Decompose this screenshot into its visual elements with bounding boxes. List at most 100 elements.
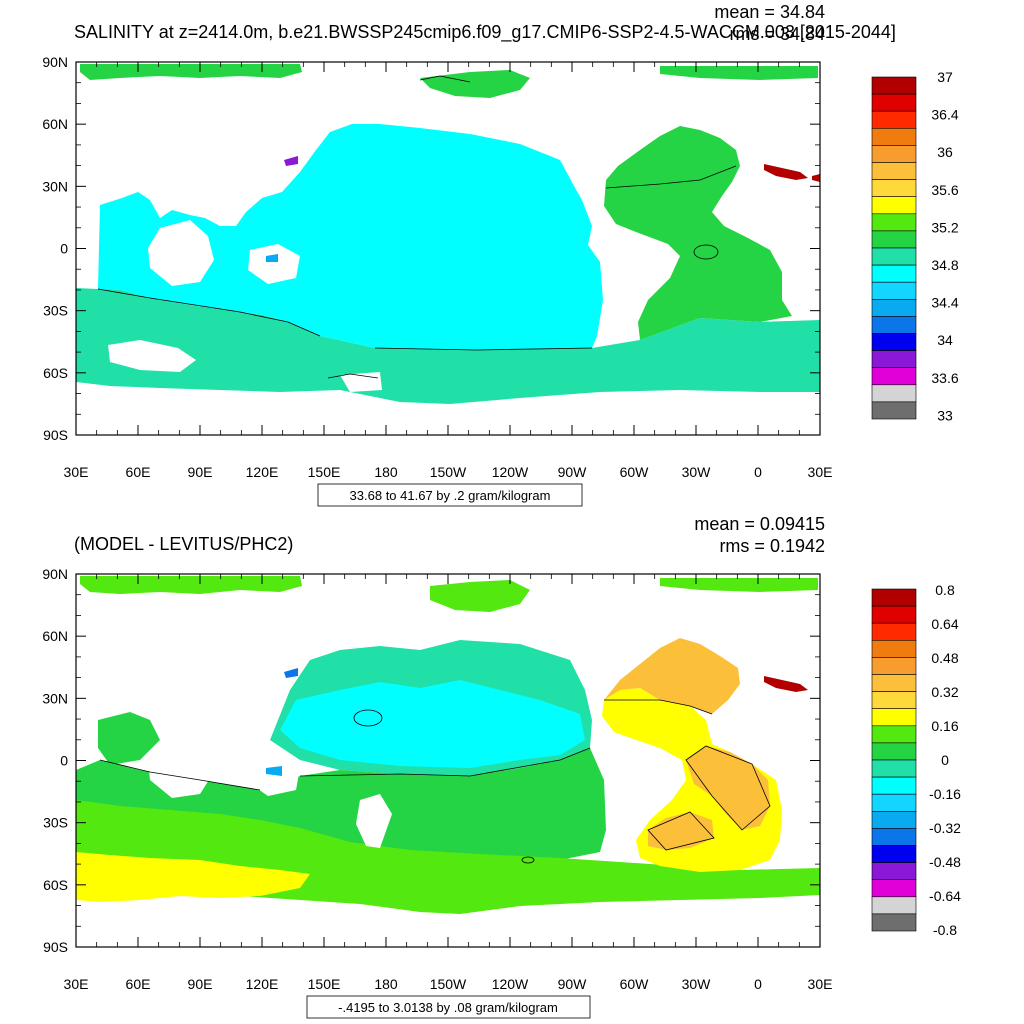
- x-tick-label: 120E: [246, 464, 279, 480]
- x-tick-label: 90E: [188, 976, 213, 992]
- x-tick-label: 180: [374, 464, 398, 480]
- colorbar-label: 34: [937, 332, 953, 348]
- colorbar-swatch: [871, 350, 917, 369]
- x-tick-label: 30W: [682, 976, 712, 992]
- panel1-indo-pacific: [98, 124, 603, 350]
- panel2-indian-ocean: [98, 712, 160, 765]
- panel2-mediterranean: [764, 676, 808, 692]
- colorbar-swatch: [871, 281, 917, 300]
- panel2-title: (MODEL - LEVITUS/PHC2): [74, 534, 293, 554]
- x-tick-label: 0: [754, 976, 762, 992]
- panel-salinity: SALINITY at z=2414.0m, b.e21.BWSSP245cmi…: [42, 2, 959, 507]
- panel2-south-atlantic-high-2: [648, 812, 714, 850]
- panel2-south-atlantic-high: [686, 746, 770, 830]
- colorbar-label: -0.32: [929, 820, 961, 836]
- panel1-rms: rms = 34.84: [729, 24, 825, 44]
- colorbar-swatch: [871, 742, 917, 761]
- y-tick-label: 30S: [43, 303, 68, 319]
- colorbar-label: 0.32: [931, 684, 958, 700]
- panel2-mean: mean = 0.09415: [694, 514, 825, 534]
- x-tick-label: 150E: [308, 976, 341, 992]
- panel1-mean: mean = 34.84: [714, 2, 825, 22]
- colorbar-label: 35.2: [931, 219, 958, 235]
- colorbar-swatch: [871, 179, 917, 198]
- colorbar-swatch: [871, 367, 917, 386]
- colorbar-swatch: [871, 793, 917, 812]
- y-tick-label: 90S: [43, 939, 68, 955]
- x-tick-label: 90W: [558, 464, 588, 480]
- panel2-arctic: [80, 576, 302, 594]
- x-tick-label: 120W: [492, 464, 529, 480]
- x-tick-label: 0: [754, 464, 762, 480]
- colorbar-label: -0.48: [929, 854, 961, 870]
- panel2-contour-info: -.4195 to 3.0138 by .08 gram/kilogram: [338, 1000, 558, 1015]
- colorbar-label: -0.64: [929, 888, 961, 904]
- x-tick-label: 90W: [558, 976, 588, 992]
- panel1-arctic-3: [660, 66, 818, 80]
- y-tick-label: 0: [60, 753, 68, 769]
- colorbar-label: 34.4: [931, 295, 958, 311]
- panel1-japan-sea: [284, 156, 298, 166]
- panel1-map: [76, 62, 820, 435]
- y-tick-label: 60S: [43, 877, 68, 893]
- colorbar-swatch: [871, 213, 917, 232]
- colorbar-label: -0.16: [929, 786, 961, 802]
- colorbar-label: 36: [937, 144, 953, 160]
- colorbar-label: 0.48: [931, 650, 958, 666]
- colorbar-swatch: [871, 691, 917, 709]
- colorbar-swatch: [871, 93, 917, 112]
- panel2-blue-speck-2: [284, 668, 298, 678]
- x-tick-label: 180: [374, 976, 398, 992]
- y-tick-label: 0: [60, 241, 68, 257]
- colorbar-label: 33.6: [931, 370, 958, 386]
- y-tick-label: 60S: [43, 365, 68, 381]
- colorbar-swatch: [871, 845, 917, 863]
- colorbar-swatch: [871, 862, 917, 880]
- colorbar-swatch: [871, 162, 917, 180]
- panel2-north-atlantic: [604, 638, 740, 714]
- x-tick-label: 150W: [430, 464, 467, 480]
- colorbar-swatch: [871, 639, 917, 658]
- x-tick-label: 120W: [492, 976, 529, 992]
- x-tick-label: 120E: [246, 976, 279, 992]
- colorbar-label: 0.16: [931, 718, 958, 734]
- panel2-arctic-3: [660, 578, 818, 592]
- y-tick-label: 90S: [43, 427, 68, 443]
- colorbar-swatch: [871, 674, 917, 692]
- colorbar-swatch: [871, 128, 917, 146]
- panel2-tropical-pacific: [280, 680, 585, 768]
- panel1-mediterranean: [764, 164, 808, 180]
- colorbar-swatch: [871, 622, 917, 641]
- x-tick-label: 30W: [682, 464, 712, 480]
- colorbar-label: 35.6: [931, 182, 958, 198]
- colorbar-swatch: [871, 605, 917, 624]
- panel2-map: [76, 574, 820, 947]
- panel1-title: SALINITY at z=2414.0m, b.e21.BWSSP245cmi…: [74, 22, 896, 43]
- panel1-blue-speck: [266, 254, 278, 262]
- panel1-mediterranean-2: [812, 174, 820, 182]
- panel1-contour-info: 33.68 to 41.67 by .2 gram/kilogram: [350, 488, 551, 503]
- panel2-arctic-2: [430, 580, 530, 612]
- colorbar-label: 33: [937, 407, 953, 423]
- y-tick-label: 30N: [42, 690, 68, 706]
- colorbar-swatch: [871, 76, 917, 95]
- colorbar-swatch: [871, 264, 917, 283]
- colorbar-label: 34.8: [931, 257, 958, 273]
- colorbar-swatch: [871, 247, 917, 266]
- colorbar-swatch: [871, 298, 917, 317]
- x-tick-label: 30E: [808, 464, 833, 480]
- x-tick-label: 60E: [126, 464, 151, 480]
- colorbar-swatch: [871, 708, 917, 727]
- colorbar-swatch: [871, 588, 917, 607]
- colorbar-label: 0.8: [935, 582, 955, 598]
- panel-difference: (MODEL - LEVITUS/PHC2) mean = 0.09415 rm…: [42, 514, 961, 1019]
- x-tick-label: 30E: [64, 976, 89, 992]
- panel1-contours: [97, 75, 737, 379]
- x-tick-label: 30E: [64, 464, 89, 480]
- panel1-atlantic: [604, 126, 792, 340]
- panel1-arctic: [80, 64, 302, 80]
- colorbar-swatch: [871, 810, 917, 829]
- colorbar-swatch: [871, 913, 917, 932]
- colorbar-swatch: [871, 333, 917, 351]
